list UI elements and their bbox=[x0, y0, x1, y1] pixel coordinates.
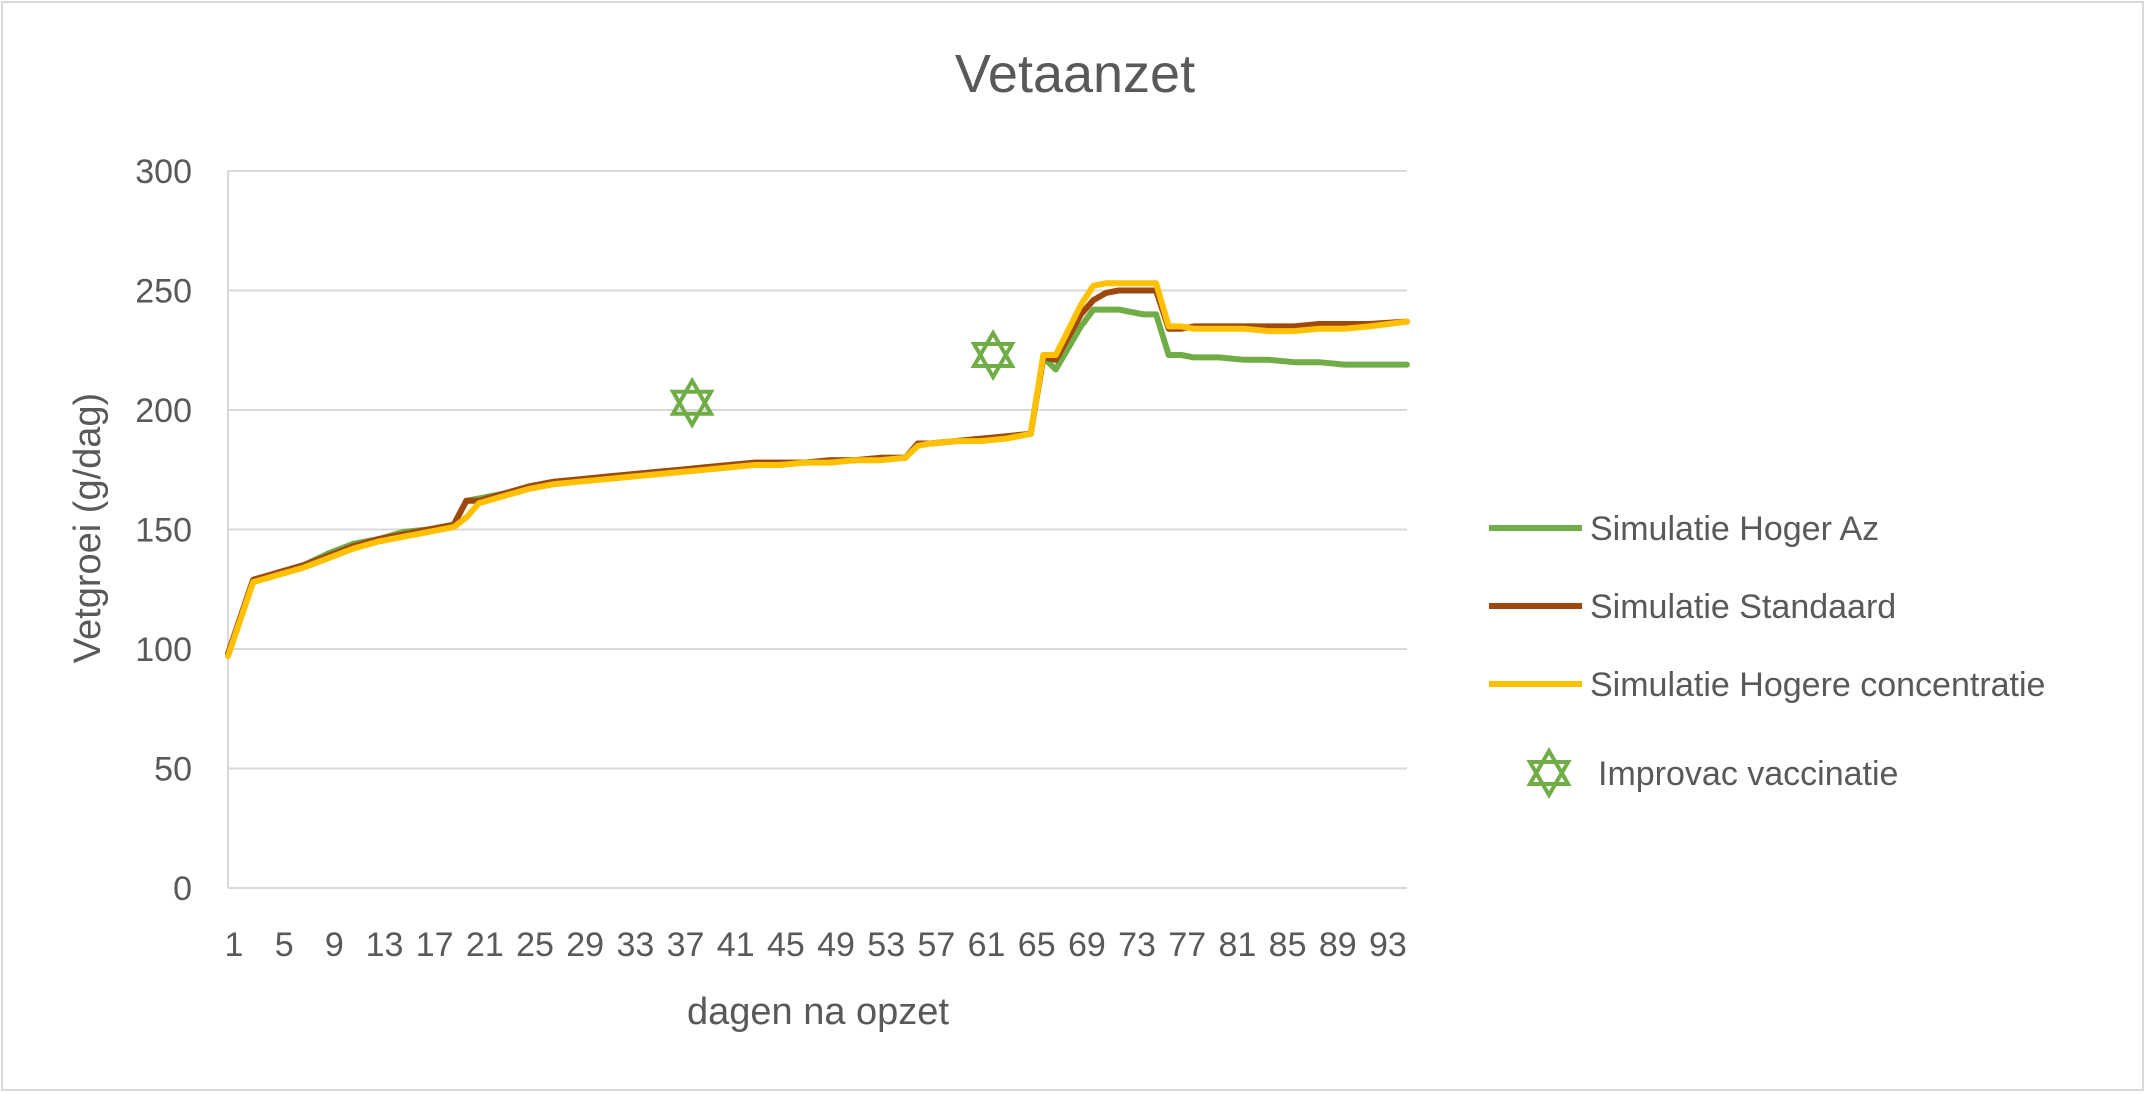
x-tick-label: 41 bbox=[717, 926, 755, 964]
x-tick-label: 89 bbox=[1319, 926, 1357, 964]
vaccination-markers bbox=[669, 328, 1016, 429]
x-tick-label: 13 bbox=[366, 926, 404, 964]
vaccination-marker-2 bbox=[970, 328, 1016, 382]
x-axis-label: dagen na opzet bbox=[687, 991, 949, 1033]
x-tick-label: 29 bbox=[566, 926, 604, 964]
legend-label-3: Simulatie Hogere concentratie bbox=[1590, 666, 2045, 704]
x-tick-label: 61 bbox=[968, 926, 1006, 964]
x-tick-label: 65 bbox=[1018, 926, 1056, 964]
x-tick-label: 21 bbox=[466, 926, 504, 964]
x-tick-label: 53 bbox=[867, 926, 905, 964]
x-tick-label: 69 bbox=[1068, 926, 1106, 964]
x-tick-label: 93 bbox=[1369, 926, 1407, 964]
x-tick-label: 73 bbox=[1118, 926, 1156, 964]
series-line-2 bbox=[225, 287, 1410, 657]
series-line-3 bbox=[225, 280, 1410, 660]
y-tick-labels: 0 50 100 150 200 250 300 bbox=[135, 153, 192, 908]
vaccination-marker-1 bbox=[669, 376, 715, 429]
legend-label-1: Simulatie Hoger Az bbox=[1590, 510, 1879, 548]
x-tick-label: 45 bbox=[767, 926, 805, 964]
y-axis-label: Vetgroei (g/dag) bbox=[67, 393, 109, 663]
legend-label-markers: Improvac vaccinatie bbox=[1598, 755, 1898, 793]
x-tick-label: 81 bbox=[1218, 926, 1256, 964]
x-tick-label: 17 bbox=[416, 926, 454, 964]
x-tick-label: 33 bbox=[616, 926, 654, 964]
y-tick-label: 0 bbox=[173, 870, 192, 908]
y-tick-label: 200 bbox=[135, 392, 192, 430]
x-tick-label: 57 bbox=[917, 926, 955, 964]
x-tick-label: 77 bbox=[1168, 926, 1206, 964]
chart-title: Vetaanzet bbox=[955, 44, 1195, 104]
legend: Simulatie Hoger Az Simulatie Standaard Sim… bbox=[1489, 510, 2045, 799]
y-tick-label: 100 bbox=[135, 631, 192, 669]
series-line-1 bbox=[225, 306, 1410, 657]
legend-label-2: Simulatie Standaard bbox=[1590, 588, 1896, 626]
legend-marker-swatch bbox=[1526, 747, 1572, 799]
series-lines bbox=[225, 280, 1410, 660]
x-tick-label: 1 bbox=[225, 926, 244, 964]
x-tick-labels: 1 5 9 13 17 21 25 29 33 37 41 45 49 53 57 61 65 69 73 77 81 8… bbox=[225, 926, 1407, 964]
y-tick-label: 300 bbox=[135, 153, 192, 191]
y-tick-label: 50 bbox=[154, 751, 192, 789]
x-tick-label: 37 bbox=[667, 926, 705, 964]
x-tick-label: 49 bbox=[817, 926, 855, 964]
x-tick-label: 5 bbox=[275, 926, 294, 964]
x-tick-label: 25 bbox=[516, 926, 554, 964]
gridlines bbox=[227, 170, 1407, 889]
x-tick-label: 85 bbox=[1269, 926, 1307, 964]
y-tick-label: 250 bbox=[135, 273, 192, 311]
y-tick-label: 150 bbox=[135, 512, 192, 550]
x-tick-label: 9 bbox=[325, 926, 344, 964]
